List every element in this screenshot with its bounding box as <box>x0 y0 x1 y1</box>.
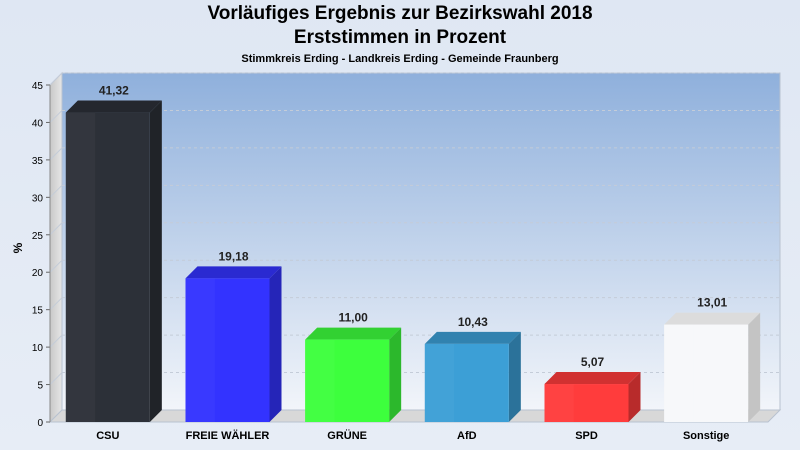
bar-top <box>185 266 282 279</box>
bar-highlight <box>65 112 96 422</box>
data-label: 11,00 <box>338 311 368 325</box>
gridline-side <box>49 110 63 123</box>
chart-title: Vorläufiges Ergebnis zur Bezirkswahl 201… <box>207 3 593 24</box>
bar-sonstige <box>664 312 761 422</box>
bar-side <box>628 372 641 422</box>
data-label: 5,07 <box>581 355 605 369</box>
data-label: 13,01 <box>697 296 727 310</box>
chart-title-line2: Erststimmen in Prozent <box>293 27 507 48</box>
bar-highlight <box>544 384 574 422</box>
y-tick-label: 45 <box>32 81 44 92</box>
y-tick-label: 30 <box>32 193 44 204</box>
data-label: 19,18 <box>218 249 248 263</box>
bar-grüne <box>305 327 402 422</box>
plot-background <box>61 72 781 411</box>
bar-side <box>389 327 402 422</box>
gridline-side <box>49 334 63 348</box>
chart-subtitle: Stimmkreis Erding - Landkreis Erding - G… <box>241 53 559 65</box>
bar-top <box>65 100 162 113</box>
bar-side <box>269 266 282 422</box>
y-tick-label: 25 <box>32 231 44 242</box>
bar-highlight <box>305 339 335 422</box>
y-tick-label: 35 <box>32 156 44 167</box>
bar-highlight <box>185 278 215 422</box>
gridline-side <box>49 372 63 385</box>
x-tick-label: FREIE WÄHLER <box>186 429 270 442</box>
bar-side <box>748 312 761 422</box>
bar-top <box>544 372 641 385</box>
bar-top <box>664 312 761 325</box>
gridline-side <box>49 222 63 236</box>
data-label: 10,43 <box>458 315 488 329</box>
bar-top <box>305 327 402 340</box>
x-tick-label: SPD <box>575 430 598 442</box>
bar-highlight <box>664 324 694 422</box>
y-axis-label: % <box>11 242 25 253</box>
gridline-side <box>49 259 63 273</box>
y-tick-label: 40 <box>32 118 44 129</box>
x-tick-label: AfD <box>457 430 477 442</box>
gridline-side <box>49 72 63 86</box>
y-tick-label: 20 <box>32 268 44 279</box>
bar-csu <box>65 100 162 422</box>
plot-side-wall <box>49 71 63 424</box>
x-tick-label: Sonstige <box>683 430 729 442</box>
y-tick-label: 10 <box>32 343 44 354</box>
bar-spd <box>544 372 641 422</box>
bar-side <box>149 100 162 422</box>
bar-afd <box>424 331 521 422</box>
bar-side <box>508 331 521 422</box>
y-tick-label: 0 <box>37 418 43 429</box>
bar-top <box>424 331 521 344</box>
y-tick-label: 5 <box>37 381 43 392</box>
x-tick-label: CSU <box>96 430 119 442</box>
gridline-side <box>49 147 63 161</box>
data-label: 41,32 <box>99 84 129 98</box>
bar-highlight <box>424 343 455 422</box>
gridline-side <box>49 297 63 311</box>
y-tick-label: 15 <box>32 306 44 317</box>
gridline-side <box>49 184 63 198</box>
x-tick-label: GRÜNE <box>327 429 367 442</box>
bar-freie-wähler <box>185 266 282 422</box>
